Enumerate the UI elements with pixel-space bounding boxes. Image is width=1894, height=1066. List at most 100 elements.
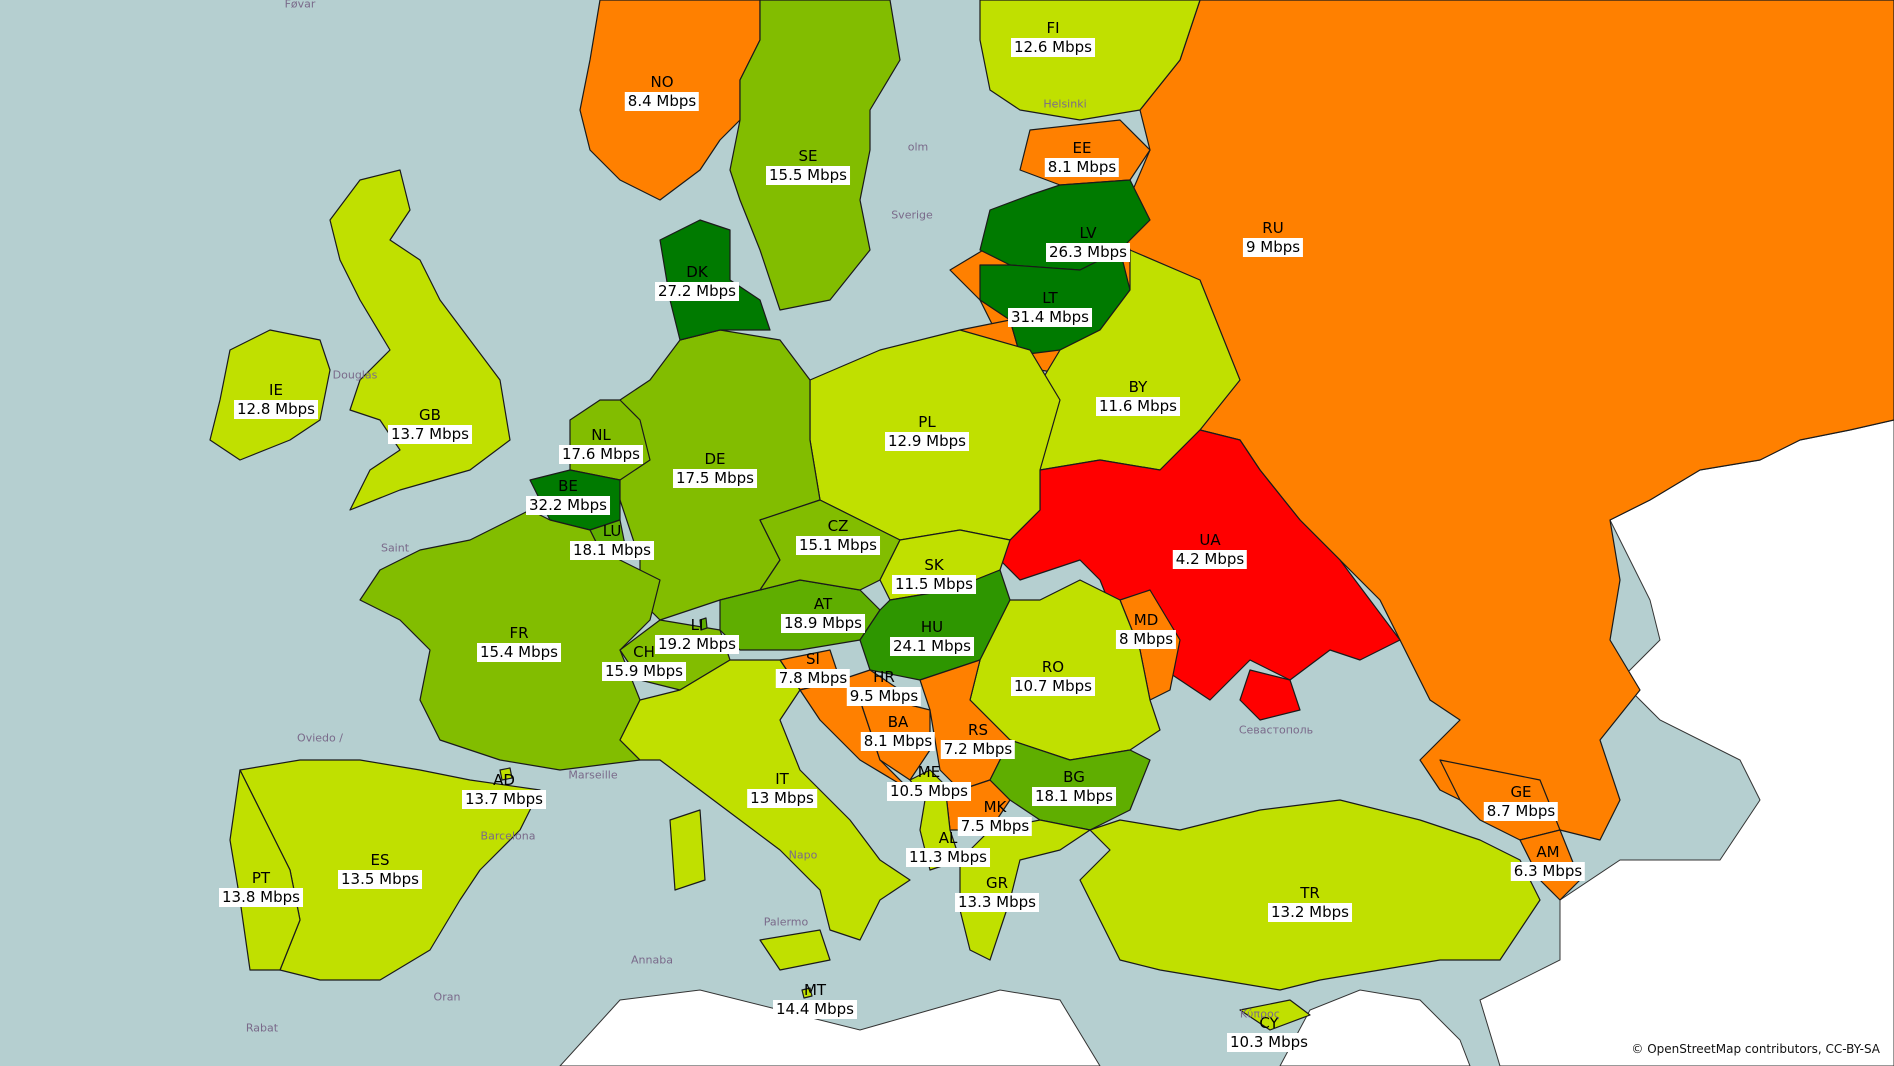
label-md: MD 8 Mbps xyxy=(1115,611,1177,649)
country-code: NL xyxy=(591,426,611,444)
country-code: AL xyxy=(938,829,958,847)
country-code: BA xyxy=(887,713,909,731)
region-cy[interactable] xyxy=(1239,999,1311,1031)
place-palermo: Palermo xyxy=(763,915,809,929)
speed-value: 13.7 Mbps xyxy=(462,790,546,809)
label-fr: FR 15.4 Mbps xyxy=(477,624,561,662)
label-lt: LT 31.4 Mbps xyxy=(1008,289,1092,327)
region-tr[interactable] xyxy=(1079,799,1541,991)
label-be: BE 32.2 Mbps xyxy=(526,477,610,515)
country-code: SK xyxy=(924,556,944,574)
label-sk: SK 11.5 Mbps xyxy=(892,556,976,594)
country-code: HR xyxy=(873,668,895,686)
speed-value: 12.8 Mbps xyxy=(234,400,318,419)
region-pt[interactable] xyxy=(229,769,301,971)
speed-value: 18.9 Mbps xyxy=(781,614,865,633)
region-fi[interactable] xyxy=(979,0,1201,121)
country-code: FI xyxy=(1046,19,1060,37)
country-code: LT xyxy=(1042,289,1058,307)
country-code: GR xyxy=(985,874,1009,892)
country-code: BY xyxy=(1128,378,1148,396)
speed-value: 10.7 Mbps xyxy=(1011,677,1095,696)
country-code: RO xyxy=(1041,658,1065,676)
region-se[interactable] xyxy=(729,0,901,311)
country-code: EE xyxy=(1072,139,1092,157)
region-li[interactable] xyxy=(699,617,708,631)
place-sverige: Sverige xyxy=(891,208,933,222)
country-code: HU xyxy=(920,618,944,636)
country-code: RU xyxy=(1262,219,1284,237)
place-barcelona: Barcelona xyxy=(480,829,536,843)
place-kypros: Κύπρος xyxy=(1239,1007,1281,1021)
label-mt: MT 14.4 Mbps xyxy=(773,981,857,1019)
label-se: SE 15.5 Mbps xyxy=(766,147,850,185)
label-nl: NL 17.6 Mbps xyxy=(559,426,643,464)
speed-value: 11.6 Mbps xyxy=(1096,397,1180,416)
speed-value: 27.2 Mbps xyxy=(655,282,739,301)
place-helsinki: Helsinki xyxy=(1043,97,1087,111)
label-dk: DK 27.2 Mbps xyxy=(655,263,739,301)
country-code: FR xyxy=(509,624,529,642)
region-ie[interactable] xyxy=(209,329,331,461)
speed-value: 18.1 Mbps xyxy=(1032,787,1116,806)
region-ad[interactable] xyxy=(499,767,513,781)
speed-value: 13.5 Mbps xyxy=(338,870,422,889)
label-ba: BA 8.1 Mbps xyxy=(860,713,936,751)
label-lu: LU 18.1 Mbps xyxy=(570,522,654,560)
country-code: RS xyxy=(968,721,988,739)
speed-value: 17.5 Mbps xyxy=(673,469,757,488)
label-fi: FI 12.6 Mbps xyxy=(1011,19,1095,57)
label-ad: AD 13.7 Mbps xyxy=(462,771,546,809)
label-ro: RO 10.7 Mbps xyxy=(1011,658,1095,696)
outside-land xyxy=(559,419,1894,1066)
speed-value: 12.9 Mbps xyxy=(885,432,969,451)
label-no: NO 8.4 Mbps xyxy=(624,73,700,111)
country-code: MK xyxy=(983,798,1007,816)
region-mt[interactable] xyxy=(801,987,813,999)
speed-value: 32.2 Mbps xyxy=(526,496,610,515)
country-code: LU xyxy=(602,522,622,540)
label-mk: MK 7.5 Mbps xyxy=(957,798,1033,836)
speed-value: 13.3 Mbps xyxy=(955,893,1039,912)
speed-value: 8.1 Mbps xyxy=(860,732,936,751)
place-marseille: Marseille xyxy=(568,768,618,782)
country-code: DE xyxy=(704,450,726,468)
speed-value: 9 Mbps xyxy=(1242,238,1304,257)
country-code: UA xyxy=(1199,531,1221,549)
speed-value: 13.7 Mbps xyxy=(388,425,472,444)
speed-value: 12.6 Mbps xyxy=(1011,38,1095,57)
speed-value: 7.5 Mbps xyxy=(957,817,1033,836)
label-gb: GB 13.7 Mbps xyxy=(388,406,472,444)
country-code: TR xyxy=(1300,884,1320,902)
region-it-sicily[interactable] xyxy=(759,929,831,971)
region-it-sardinia[interactable] xyxy=(669,809,706,891)
label-al: AL 11.3 Mbps xyxy=(906,829,990,867)
label-cz: CZ 15.1 Mbps xyxy=(796,517,880,555)
speed-value: 7.8 Mbps xyxy=(775,669,851,688)
label-tr: TR 13.2 Mbps xyxy=(1268,884,1352,922)
speed-value: 8.1 Mbps xyxy=(1044,158,1120,177)
speed-value: 10.5 Mbps xyxy=(887,782,971,801)
speed-value: 26.3 Mbps xyxy=(1046,243,1130,262)
country-code: SE xyxy=(798,147,818,165)
speed-value: 31.4 Mbps xyxy=(1008,308,1092,327)
region-ua-crimea[interactable] xyxy=(1239,669,1301,721)
speed-value: 11.3 Mbps xyxy=(906,848,990,867)
label-de: DE 17.5 Mbps xyxy=(673,450,757,488)
country-code: AM xyxy=(1536,843,1560,861)
region-bg[interactable] xyxy=(989,739,1151,831)
label-by: BY 11.6 Mbps xyxy=(1096,378,1180,416)
speed-value: 14.4 Mbps xyxy=(773,1000,857,1019)
label-cy: CY 10.3 Mbps xyxy=(1227,1014,1311,1052)
region-dk[interactable] xyxy=(659,219,771,341)
speed-value: 24.1 Mbps xyxy=(890,637,974,656)
label-gr: GR 13.3 Mbps xyxy=(955,874,1039,912)
label-ie: IE 12.8 Mbps xyxy=(234,381,318,419)
label-ee: EE 8.1 Mbps xyxy=(1044,139,1120,177)
label-it: IT 13 Mbps xyxy=(747,770,817,808)
country-code: PL xyxy=(918,413,936,431)
country-code: DK xyxy=(686,263,708,281)
label-bg: BG 18.1 Mbps xyxy=(1032,768,1116,806)
region-ru[interactable] xyxy=(949,0,1894,841)
